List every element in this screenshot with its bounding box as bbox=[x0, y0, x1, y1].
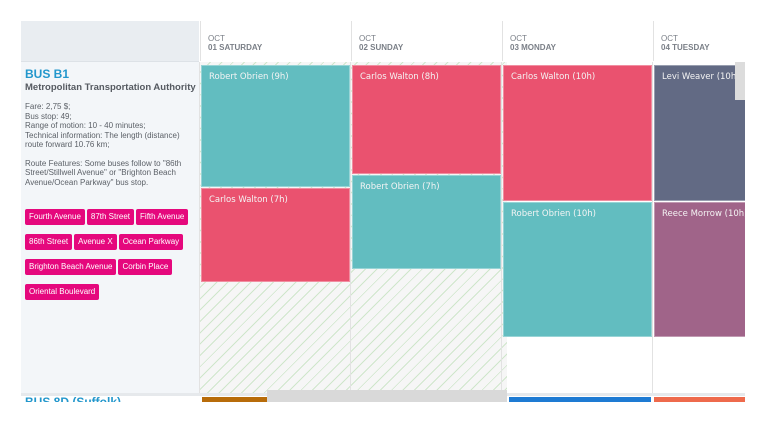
day-header-sunday: OCT 02 SUNDAY bbox=[351, 21, 502, 61]
route-tag[interactable]: 87th Street bbox=[86, 209, 135, 225]
event-strip[interactable] bbox=[654, 397, 745, 402]
route-tag[interactable]: Fifth Avenue bbox=[136, 209, 189, 225]
event-block[interactable]: Carlos Walton (10h) bbox=[503, 65, 652, 201]
vertical-scrollbar[interactable] bbox=[735, 62, 745, 100]
resource-title[interactable]: BUS B1 bbox=[25, 67, 70, 81]
event-block[interactable]: Carlos Walton (8h) bbox=[352, 65, 501, 174]
route-features-text: Route Features: Some buses follow to "86… bbox=[25, 158, 182, 187]
day-header-tuesday: OCT 04 TUESDAY bbox=[653, 21, 745, 61]
resource-subtitle: Metropolitan Transportation Authority bbox=[25, 82, 196, 93]
route-tag[interactable]: Brighton Beach Avenue bbox=[25, 259, 117, 275]
day-header-saturday: OCT 01 SATURDAY bbox=[200, 21, 351, 61]
day-month: OCT bbox=[510, 34, 527, 43]
event-block[interactable]: Robert Obrien (7h) bbox=[352, 175, 501, 269]
header-corner bbox=[21, 21, 199, 62]
event-block[interactable]: Carlos Walton (7h) bbox=[201, 188, 350, 282]
next-resource-row: BUS 8D (Suffolk) bbox=[21, 396, 745, 402]
day-divider bbox=[652, 62, 653, 393]
horizontal-scrollbar[interactable] bbox=[267, 390, 507, 402]
day-label: 03 MONDAY bbox=[510, 43, 556, 52]
route-tag[interactable]: Ocean Parkway bbox=[118, 234, 184, 250]
event-block[interactable]: Robert Obrien (9h) bbox=[201, 65, 350, 187]
day-label: 04 TUESDAY bbox=[661, 43, 710, 52]
route-tag[interactable]: Fourth Avenue bbox=[25, 209, 85, 225]
scheduler: OCT 01 SATURDAY OCT 02 SUNDAY OCT 03 MON… bbox=[21, 21, 745, 402]
day-divider bbox=[350, 62, 351, 393]
route-tag[interactable]: Oriental Boulevard bbox=[25, 284, 100, 300]
resource-panel: BUS B1 Metropolitan Transportation Autho… bbox=[21, 62, 200, 393]
next-resource-title[interactable]: BUS 8D (Suffolk) bbox=[25, 396, 121, 402]
event-block[interactable]: Reece Morrow (10h) bbox=[654, 202, 745, 337]
event-block[interactable]: Robert Obrien (10h) bbox=[503, 202, 652, 337]
event-block[interactable]: Levi Weaver (10h) bbox=[654, 65, 745, 201]
day-month: OCT bbox=[208, 34, 225, 43]
fare-text: Fare: 2,75 $; bbox=[25, 102, 71, 111]
schedule-grid: Robert Obrien (9h) Carlos Walton (7h) Ca… bbox=[200, 62, 745, 393]
bus-stop-text: Bus stop: 49; bbox=[25, 111, 72, 121]
route-tags: Fourth Avenue 87th Street Fifth Avenue 86t… bbox=[25, 204, 199, 304]
event-strip[interactable] bbox=[509, 397, 651, 402]
day-month: OCT bbox=[359, 34, 376, 43]
route-tag[interactable]: Avenue X bbox=[74, 234, 117, 250]
resource-info: Fare: 2,75 $; Bus stop: 49; Range of mot… bbox=[25, 102, 197, 196]
day-divider bbox=[501, 62, 502, 393]
technical-info-text: Technical information: The length (dista… bbox=[25, 130, 180, 150]
day-month: OCT bbox=[661, 34, 678, 43]
day-label: 02 SUNDAY bbox=[359, 43, 404, 52]
day-label: 01 SATURDAY bbox=[208, 43, 263, 52]
route-tag[interactable]: 86th Street bbox=[25, 234, 73, 250]
day-header-monday: OCT 03 MONDAY bbox=[502, 21, 653, 61]
event-strip[interactable] bbox=[202, 397, 268, 402]
range-text: Range of motion: 10 - 40 minutes; bbox=[25, 121, 146, 130]
route-tag[interactable]: Corbin Place bbox=[118, 259, 173, 275]
